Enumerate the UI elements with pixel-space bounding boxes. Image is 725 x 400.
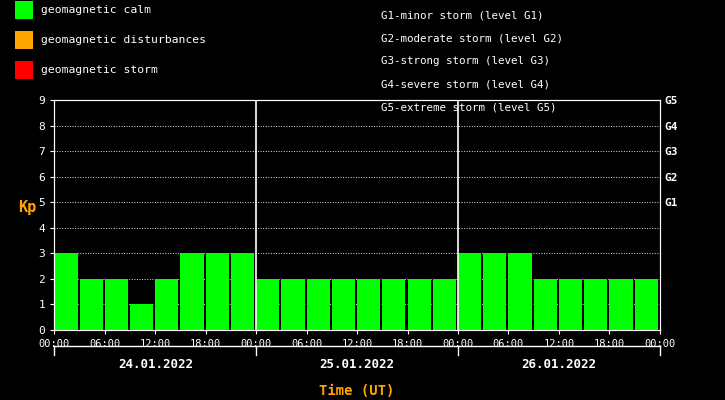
Bar bbox=[483, 253, 506, 330]
Text: 24.01.2022: 24.01.2022 bbox=[117, 358, 193, 371]
Bar bbox=[559, 279, 582, 330]
Bar bbox=[458, 253, 481, 330]
Text: 26.01.2022: 26.01.2022 bbox=[521, 358, 597, 371]
Text: G4-severe storm (level G4): G4-severe storm (level G4) bbox=[381, 80, 550, 90]
Bar bbox=[181, 253, 204, 330]
Bar bbox=[307, 279, 330, 330]
Bar bbox=[130, 304, 153, 330]
Bar bbox=[508, 253, 531, 330]
Text: G2-moderate storm (level G2): G2-moderate storm (level G2) bbox=[381, 33, 563, 43]
Text: G5-extreme storm (level G5): G5-extreme storm (level G5) bbox=[381, 103, 556, 113]
Bar bbox=[609, 279, 632, 330]
Bar bbox=[433, 279, 456, 330]
Bar bbox=[206, 253, 229, 330]
Text: 25.01.2022: 25.01.2022 bbox=[320, 358, 394, 371]
Bar bbox=[534, 279, 557, 330]
Text: Time (UT): Time (UT) bbox=[320, 384, 394, 398]
Text: G1-minor storm (level G1): G1-minor storm (level G1) bbox=[381, 10, 543, 20]
Bar bbox=[634, 279, 658, 330]
Bar bbox=[80, 279, 103, 330]
Bar bbox=[332, 279, 355, 330]
Bar bbox=[54, 253, 78, 330]
Text: geomagnetic disturbances: geomagnetic disturbances bbox=[41, 35, 207, 45]
Text: G3-strong storm (level G3): G3-strong storm (level G3) bbox=[381, 56, 550, 66]
Bar bbox=[407, 279, 431, 330]
Y-axis label: Kp: Kp bbox=[18, 200, 36, 215]
Bar bbox=[231, 253, 254, 330]
Bar bbox=[155, 279, 178, 330]
Bar bbox=[382, 279, 405, 330]
Bar bbox=[256, 279, 279, 330]
Bar bbox=[281, 279, 304, 330]
Bar bbox=[357, 279, 381, 330]
Text: geomagnetic storm: geomagnetic storm bbox=[41, 65, 158, 75]
Text: geomagnetic calm: geomagnetic calm bbox=[41, 5, 152, 15]
Bar bbox=[105, 279, 128, 330]
Bar bbox=[584, 279, 608, 330]
